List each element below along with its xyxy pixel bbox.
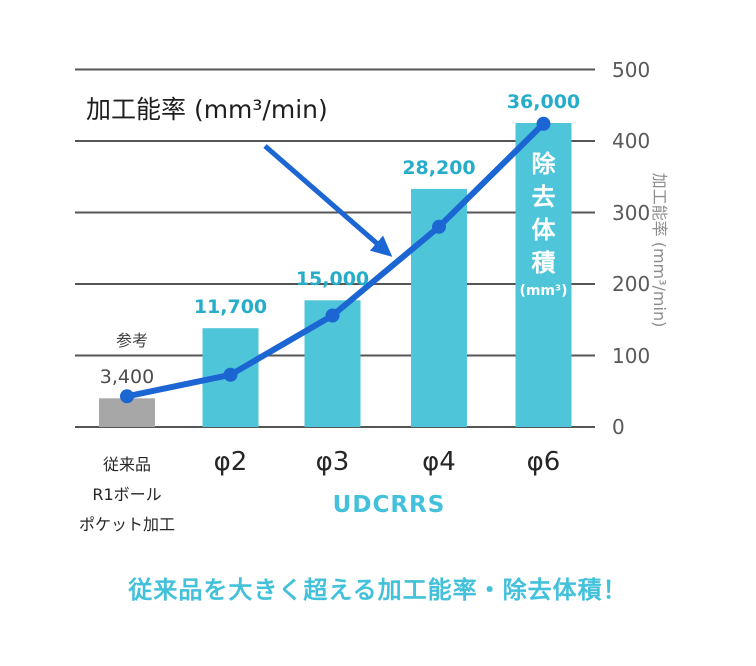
data-point-dot <box>223 367 238 382</box>
category-label-line: 従来品 <box>102 455 151 474</box>
category-label: φ2 <box>151 448 311 476</box>
bar-inner-char: 積 <box>531 249 556 277</box>
category-label: φ3 <box>253 448 413 476</box>
efficiency-line-series <box>120 116 551 404</box>
right-axis-title: 加工能率 (mm³/min) <box>650 172 669 328</box>
data-point-dot <box>325 308 340 323</box>
category-label: 従来品 R1ボールポケット加工 <box>47 450 207 540</box>
data-point-dot <box>432 219 446 234</box>
bar-value-label: 36,000 <box>506 91 581 113</box>
category-label-line: φ3 <box>315 447 350 477</box>
category-label-line: φ2 <box>213 447 248 477</box>
bar-inner-char: 体 <box>531 216 556 244</box>
right-axis-tick-label: 500 <box>612 57 651 82</box>
bar-value-label: 28,200 <box>402 156 476 179</box>
line-callout-label: 加工能率 (mm³/min) <box>86 95 328 124</box>
category-label-line: φ6 <box>526 447 561 477</box>
bar-value-label: 11,700 <box>193 296 268 319</box>
data-point-dot <box>120 389 134 404</box>
callout-arrow-line <box>263 144 393 257</box>
caption: 従来品を大きく超える加工能率・除去体積！ <box>128 576 628 604</box>
right-axis-tick-label: 300 <box>612 200 651 225</box>
category-label-line: φ4 <box>422 447 456 477</box>
right-axis-tick-label: 100 <box>612 343 651 368</box>
category-label-line: R1ボール <box>92 485 162 504</box>
data-point-dot <box>536 116 551 131</box>
bar-inner-title: 除去体積 (mm³) <box>513 148 574 300</box>
bar-value-label: 3,400 <box>99 366 155 389</box>
category-label-line: ポケット加工 <box>78 515 175 534</box>
bar-inner-char: 除 <box>531 150 556 178</box>
category-label: φ4 <box>359 448 519 476</box>
right-axis-tick-label: 0 <box>612 415 625 439</box>
bars <box>99 123 572 427</box>
bar-inner-unit: (mm³) <box>519 283 568 299</box>
right-axis-tick-label: 400 <box>612 129 651 153</box>
reference-note: 参考 <box>115 331 148 350</box>
value-bar <box>515 123 572 427</box>
bar-inner-char: 去 <box>531 183 556 211</box>
bar-value-label: 15,000 <box>295 268 370 291</box>
group-label-udcrrs: UDCRRS <box>332 492 446 518</box>
right-axis-tick-label: 200 <box>612 272 651 296</box>
category-label: φ6 <box>464 448 624 476</box>
callout-arrow <box>263 144 393 257</box>
